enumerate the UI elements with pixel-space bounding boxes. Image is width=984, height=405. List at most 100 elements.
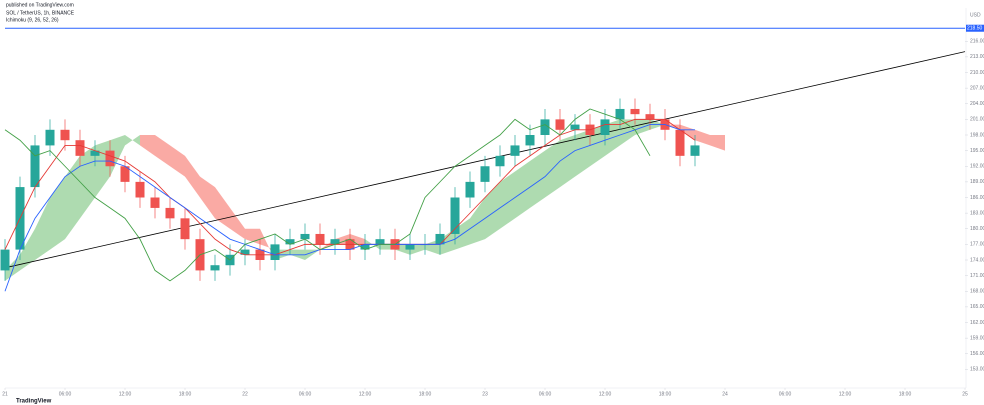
- author: published on TradingView.com: [6, 2, 74, 8]
- y-tick-label: 159.00: [970, 335, 984, 341]
- candle-body: [450, 197, 460, 234]
- cloud-segment: [500, 171, 515, 229]
- candle-body: [150, 197, 160, 208]
- candle-body: [315, 233, 325, 245]
- cloud-segment: [215, 187, 230, 229]
- candle-body: [165, 207, 175, 219]
- x-tick-label: 18:00: [419, 391, 432, 397]
- candle-body: [480, 166, 490, 182]
- y-tick-label: 156.00: [970, 351, 984, 357]
- candle-body: [30, 145, 40, 188]
- indicator-line: [4, 108, 651, 282]
- y-tick-label: 183.00: [970, 210, 984, 216]
- cloud-segment: [50, 176, 65, 250]
- x-tick-label: 24: [722, 391, 728, 397]
- y-tick-label: 210.00: [970, 70, 984, 76]
- cloud-segment: [560, 135, 575, 188]
- candle-body: [0, 249, 10, 271]
- y-tick-label: 213.00: [970, 54, 984, 60]
- x-tick-label: 23: [482, 391, 488, 397]
- y-tick-label: 207.00: [970, 85, 984, 91]
- y-tick-label: 168.00: [970, 289, 984, 295]
- x-tick-label: 18:00: [659, 391, 672, 397]
- candle-body: [45, 129, 55, 146]
- y-tick-label: 195.00: [970, 148, 984, 154]
- cloud-segment: [485, 181, 500, 240]
- cloud-segment: [80, 145, 95, 219]
- y-tick-label: 180.00: [970, 226, 984, 232]
- candle-body: [525, 135, 535, 146]
- cloud-segment: [680, 124, 695, 141]
- x-tick-label: 12:00: [359, 391, 372, 397]
- x-tick-label: 12:00: [839, 391, 852, 397]
- candle-body: [330, 239, 340, 245]
- candle-body: [555, 119, 565, 130]
- candle-body: [75, 140, 85, 156]
- indicator-line: [4, 118, 696, 256]
- hline-tag: [966, 24, 984, 32]
- cloud-segment: [710, 135, 725, 151]
- cloud-segment: [140, 135, 155, 156]
- cloud-segment: [155, 135, 170, 167]
- x-tick-label: 18:00: [899, 391, 912, 397]
- y-tick-label: 174.00: [970, 257, 984, 263]
- cloud-segment: [20, 228, 35, 271]
- candle-body: [600, 119, 610, 135]
- cloud-segment: [185, 155, 200, 198]
- y-tick-label: 162.00: [970, 320, 984, 326]
- y-tick-label: 201.00: [970, 117, 984, 123]
- cloud-segment: [575, 129, 590, 177]
- brand: TradingView: [16, 399, 52, 405]
- cloud-segment: [230, 207, 245, 240]
- x-tick-label: 06:00: [539, 391, 552, 397]
- candle-body: [435, 233, 445, 245]
- candle-body: [120, 166, 130, 182]
- y-tick-label: 204.00: [970, 101, 984, 107]
- cloud-segment: [200, 176, 215, 219]
- candle-body: [405, 244, 415, 250]
- candle-body: [645, 114, 655, 120]
- y-tick-label: 192.00: [970, 164, 984, 170]
- candle-body: [135, 181, 145, 198]
- y-tick-label: 216.00: [970, 39, 984, 45]
- indicator-line: [4, 124, 695, 292]
- cloud-segment: [95, 140, 110, 198]
- x-tick-label: 18:00: [179, 391, 192, 397]
- x-tick-label: 06:00: [59, 391, 72, 397]
- candle-body: [465, 181, 475, 198]
- candle-body: [630, 108, 640, 115]
- y-tick-label: 186.00: [970, 195, 984, 201]
- candle-body: [285, 239, 295, 245]
- cloud-segment: [695, 129, 710, 146]
- candle-body: [60, 129, 70, 141]
- candle-body: [300, 233, 310, 240]
- candle-body: [105, 150, 115, 167]
- candle-body: [180, 218, 190, 240]
- x-tick-label: 21: [2, 391, 8, 397]
- x-tick-label: 25: [962, 391, 968, 397]
- y-tick-label: 171.00: [970, 273, 984, 279]
- candle-body: [240, 249, 250, 255]
- candle-body: [495, 155, 505, 167]
- currency-label: USD: [970, 12, 981, 18]
- candle-body: [540, 119, 550, 135]
- candle-body: [570, 124, 580, 130]
- candle-body: [675, 129, 685, 156]
- x-tick-label: 12:00: [119, 391, 132, 397]
- cloud-segment: [305, 249, 320, 260]
- x-tick-label: 06:00: [779, 391, 792, 397]
- cloud-segment: [125, 135, 140, 146]
- y-tick-label: 198.00: [970, 132, 984, 138]
- x-tick-label: 06:00: [299, 391, 312, 397]
- cloud-segment: [515, 161, 530, 219]
- y-tick-label: 165.00: [970, 304, 984, 310]
- indicator-label: Ichimoku (9, 26, 52, 26): [6, 17, 59, 23]
- chart-title: SOL / TetherUS, 1h, BINANCE: [6, 10, 75, 16]
- candle-body: [270, 244, 280, 260]
- cloud-segment: [35, 197, 50, 260]
- y-tick-label: 189.00: [970, 179, 984, 185]
- candle-body: [615, 108, 625, 120]
- cloud-segment: [470, 197, 485, 245]
- candle-body: [210, 265, 220, 271]
